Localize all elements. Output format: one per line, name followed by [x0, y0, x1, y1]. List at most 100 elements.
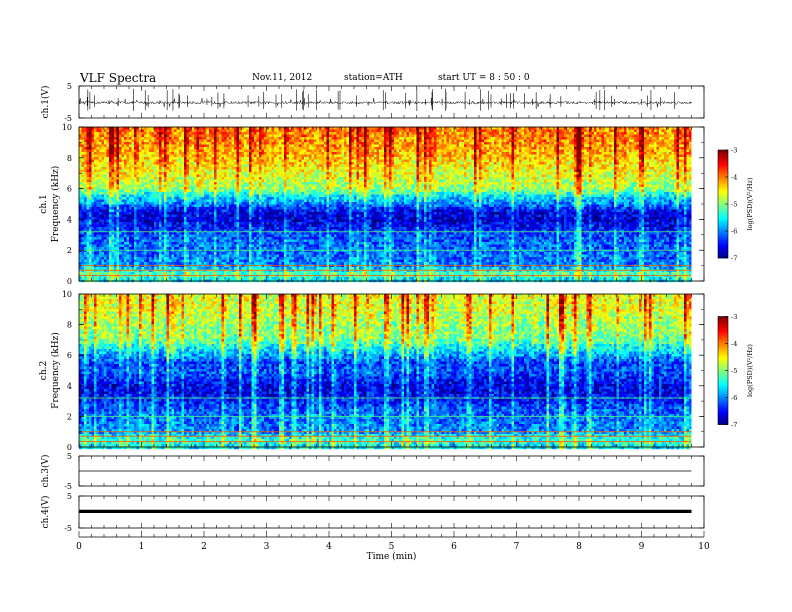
cbar-ch2-swatch: [718, 354, 728, 356]
cbar-ch2-swatch: [718, 403, 728, 405]
cbar-ch1-swatch: [718, 240, 728, 242]
time-tick-label: 4: [326, 542, 332, 552]
cbar-ch2-swatch: [718, 401, 728, 403]
cbar-ch2-swatch: [718, 327, 728, 329]
ch1-spec-ytick-label: 10: [62, 123, 72, 132]
cbar-ch1-tick-label: -7: [731, 255, 737, 263]
time-tick-label: 5: [389, 542, 395, 552]
cbar-ch1-swatch: [718, 208, 728, 210]
cbar-ch1-swatch: [718, 236, 728, 238]
ch2-spec-ytick-label: 4: [67, 382, 72, 391]
cbar-ch1-swatch: [718, 200, 728, 202]
cbar-ch1-swatch: [718, 173, 728, 175]
cbar-ch1-swatch: [718, 164, 728, 166]
cbar-ch2-swatch: [718, 414, 728, 416]
ch1-spec-ytick-label: 0: [67, 277, 72, 286]
cbar-ch2-swatch: [718, 416, 728, 418]
ch3-wave-ylabel: ch.3(V): [40, 455, 51, 488]
cbar-ch2-swatch: [718, 372, 728, 374]
ch1-spec-ytick-label: 2: [67, 246, 72, 255]
cbar-ch2-swatch: [718, 417, 728, 419]
cbar-ch1-swatch: [718, 172, 728, 174]
time-tick-label: 10: [698, 542, 710, 552]
cbar-ch2-swatch: [718, 335, 728, 337]
cbar-ch1-swatch: [718, 182, 728, 184]
cbar-ch1-tick-label: -3: [731, 147, 737, 155]
cbar-ch2-swatch: [718, 347, 728, 349]
cbar-ch1-swatch: [718, 179, 728, 181]
cbar-ch2-swatch: [718, 349, 728, 351]
cbar-ch1-swatch: [718, 191, 728, 193]
cbar-ch2-tick-label: -5: [731, 367, 737, 375]
cbar-ch1-swatch: [718, 254, 728, 256]
cbar-ch2-swatch: [718, 331, 728, 333]
cbar-ch2-swatch: [718, 410, 728, 412]
cbar-ch2-swatch: [718, 385, 728, 387]
ch4-waveform-panel: 5-5ch.4(V): [40, 492, 704, 533]
cbar-ch1-swatch: [718, 166, 728, 168]
cbar-ch1-swatch: [718, 244, 728, 246]
cbar-ch2-swatch: [718, 412, 728, 414]
ch1-spec-ytick-label: 6: [67, 185, 72, 194]
time-tick-label: 6: [451, 542, 457, 552]
cbar-ch1-swatch: [718, 218, 728, 220]
cbar-ch1-swatch: [718, 186, 728, 188]
cbar-ch1-swatch: [718, 253, 728, 255]
ch3-wave-ytick-label: 5: [67, 452, 72, 461]
cbar-ch2-swatch: [718, 326, 728, 328]
cbar-ch1-swatch: [718, 163, 728, 165]
cbar-ch1-swatch: [718, 247, 728, 249]
cbar-ch2-swatch: [718, 380, 728, 382]
cbar-ch2-swatch: [718, 329, 728, 331]
cbar-ch2-swatch: [718, 394, 728, 396]
ch2-spec-cells: [79, 294, 692, 449]
cbar-ch1-swatch: [718, 217, 728, 219]
cbar-ch2-swatch: [718, 317, 728, 319]
ch1-waveform-panel: 5-5ch.1(V): [40, 82, 704, 123]
time-tick-label: 9: [639, 542, 645, 552]
cbar-ch2-swatch: [718, 399, 728, 401]
cbar-ch2-tick-label: -4: [731, 340, 737, 348]
cbar-ch2-swatch: [718, 374, 728, 376]
cbar-ch2-swatch: [718, 360, 728, 362]
time-tick-label: 1: [139, 542, 145, 552]
ch1-spec-ytick-label: 8: [67, 154, 72, 163]
cbar-ch1-swatch: [718, 238, 728, 240]
cbar-ch1-swatch: [718, 150, 728, 152]
cbar-ch1-swatch: [718, 226, 728, 228]
cbar-ch2-swatch: [718, 405, 728, 407]
ch2-spec-ytick-label: 6: [67, 351, 72, 360]
cbar-ch1-swatch: [718, 227, 728, 229]
cbar-ch1-swatch: [718, 181, 728, 183]
cbar-ch1-swatch: [718, 224, 728, 226]
cbar-ch2-swatch: [718, 389, 728, 391]
cbar-ch1-swatch: [718, 177, 728, 179]
cbar-ch1-swatch: [718, 170, 728, 172]
time-tick-label: 7: [514, 542, 520, 552]
ch1-spec-cells: [79, 127, 692, 282]
ch4-wave-ytick-label: 5: [67, 492, 72, 501]
time-tick-label: 0: [76, 542, 82, 552]
ch1-wave-ylabel: ch.1(V): [40, 86, 51, 119]
cbar-ch2-swatch: [718, 345, 728, 347]
cbar-ch1-swatch: [718, 251, 728, 253]
ch2-spec-ytick-label: 2: [67, 412, 72, 421]
cbar-ch1-swatch: [718, 161, 728, 163]
cbar-ch2-swatch: [718, 419, 728, 421]
cbar-ch2-swatch: [718, 344, 728, 346]
cbar-ch1-swatch: [718, 213, 728, 215]
cbar-ch2-swatch: [718, 376, 728, 378]
cbar-ch2-swatch: [718, 371, 728, 373]
cbar-ch1-swatch: [718, 159, 728, 161]
cbar-ch1-swatch: [718, 233, 728, 235]
cbar-ch1-label: log(PSD)(V²/Hz): [746, 177, 754, 230]
cbar-ch2-swatch: [718, 408, 728, 410]
cbar-ch2-swatch: [718, 324, 728, 326]
cbar-ch2-tick-label: -7: [731, 421, 737, 429]
cbar-ch1-swatch: [718, 249, 728, 251]
cbar-ch1-swatch: [718, 155, 728, 157]
